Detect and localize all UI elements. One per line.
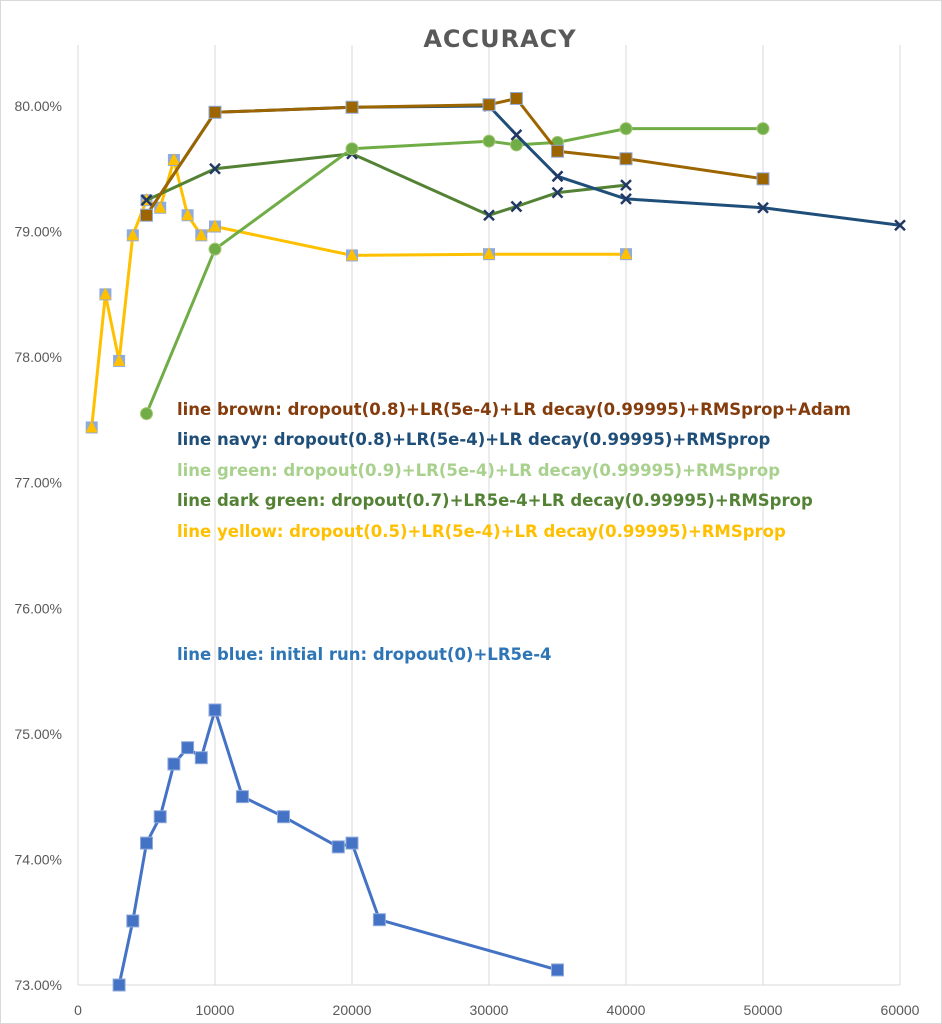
y-tick-label: 75.00%	[15, 726, 62, 742]
series-path	[145, 127, 763, 415]
data-point	[113, 353, 126, 366]
data-point	[209, 162, 221, 175]
y-tick-label: 80.00%	[15, 98, 62, 114]
x-tick-label: 0	[74, 1002, 82, 1018]
data-point	[482, 134, 496, 148]
data-point	[756, 122, 770, 136]
data-point	[140, 836, 153, 850]
data-point	[167, 757, 181, 771]
series-path	[145, 104, 901, 227]
data-point	[140, 407, 153, 421]
data-point	[509, 91, 523, 105]
x-tick-label: 40000	[607, 1002, 646, 1018]
gridlines	[214, 45, 901, 985]
annotation-brown: line brown: dropout(0.8)+LR(5e-4)+LR dec…	[177, 400, 851, 419]
data-point	[195, 228, 208, 241]
series-path	[145, 152, 627, 217]
data-point	[208, 105, 222, 119]
data-point	[208, 242, 222, 256]
data-point	[756, 172, 770, 186]
y-tick-label: 76.00%	[15, 600, 62, 616]
data-point	[346, 248, 358, 261]
x-tick-label: 50000	[744, 1002, 783, 1018]
annotation-green: line green: dropout(0.9)+LR(5e-4)+LR dec…	[177, 461, 780, 480]
axes	[77, 45, 900, 986]
data-point	[345, 836, 359, 850]
y-tick-label: 74.00%	[15, 851, 62, 867]
data-point	[372, 913, 386, 927]
data-point	[331, 840, 345, 854]
series-path	[145, 97, 764, 217]
annotation-yellow: line yellow: dropout(0.5)+LR(5e-4)+LR de…	[177, 522, 786, 541]
data-point	[194, 751, 208, 765]
data-point	[551, 170, 564, 183]
data-point	[757, 201, 769, 214]
annotation-blue: line blue: initial run: dropout(0)+LR5e-…	[177, 645, 552, 664]
data-point	[140, 194, 153, 207]
y-tick-label: 77.00%	[15, 475, 62, 491]
data-point	[345, 100, 359, 114]
data-point	[126, 228, 139, 241]
data-point	[181, 208, 194, 221]
data-point	[620, 247, 632, 260]
annotations: line brown: dropout(0.8)+LR(5e-4)+LR dec…	[177, 400, 851, 664]
data-point	[85, 420, 98, 433]
data-point	[345, 142, 359, 156]
data-point	[619, 122, 633, 136]
data-point	[126, 914, 140, 928]
data-point	[509, 138, 523, 152]
data-point	[483, 247, 495, 260]
data-point	[112, 978, 126, 992]
x-tick-label: 60000	[881, 1002, 920, 1018]
data-point	[620, 193, 632, 205]
series-line	[140, 147, 632, 222]
data-point	[510, 200, 523, 213]
data-point	[551, 963, 564, 977]
data-point	[181, 741, 195, 755]
y-tick-label: 79.00%	[15, 224, 62, 240]
chart-title: ACCURACY	[423, 25, 576, 53]
x-tick-label: 20000	[333, 1002, 372, 1018]
x-tick-label: 10000	[196, 1002, 235, 1018]
series-line	[140, 122, 770, 421]
data-point	[235, 790, 249, 804]
y-tick-label: 78.00%	[15, 349, 62, 365]
series-group	[85, 91, 906, 992]
x-tick-label: 30000	[470, 1002, 509, 1018]
series-path	[90, 158, 626, 428]
data-point	[153, 810, 167, 824]
data-point	[483, 209, 495, 222]
data-point	[167, 152, 180, 165]
data-point	[209, 219, 221, 232]
data-point	[619, 152, 633, 166]
data-point	[140, 208, 153, 222]
data-point	[551, 186, 564, 199]
data-point	[482, 98, 496, 112]
annotation-dark-green: line dark green: dropout(0.7)+LR5e-4+LR …	[177, 491, 813, 510]
data-point	[154, 200, 167, 213]
tick-labels: 0 10000 20000 30000 40000 50000 60000 73.00% 74.…	[15, 98, 920, 1018]
series-line	[112, 703, 564, 992]
y-tick-label: 73.00%	[15, 977, 62, 993]
data-point	[620, 179, 632, 191]
annotation-navy: line navy: dropout(0.8)+LR(5e-4)+LR deca…	[177, 430, 771, 449]
series-line	[140, 91, 770, 222]
data-point	[99, 287, 112, 300]
data-point	[551, 144, 564, 158]
data-point	[894, 219, 906, 232]
data-point	[510, 128, 523, 141]
data-point	[208, 703, 222, 717]
data-point	[277, 810, 290, 824]
